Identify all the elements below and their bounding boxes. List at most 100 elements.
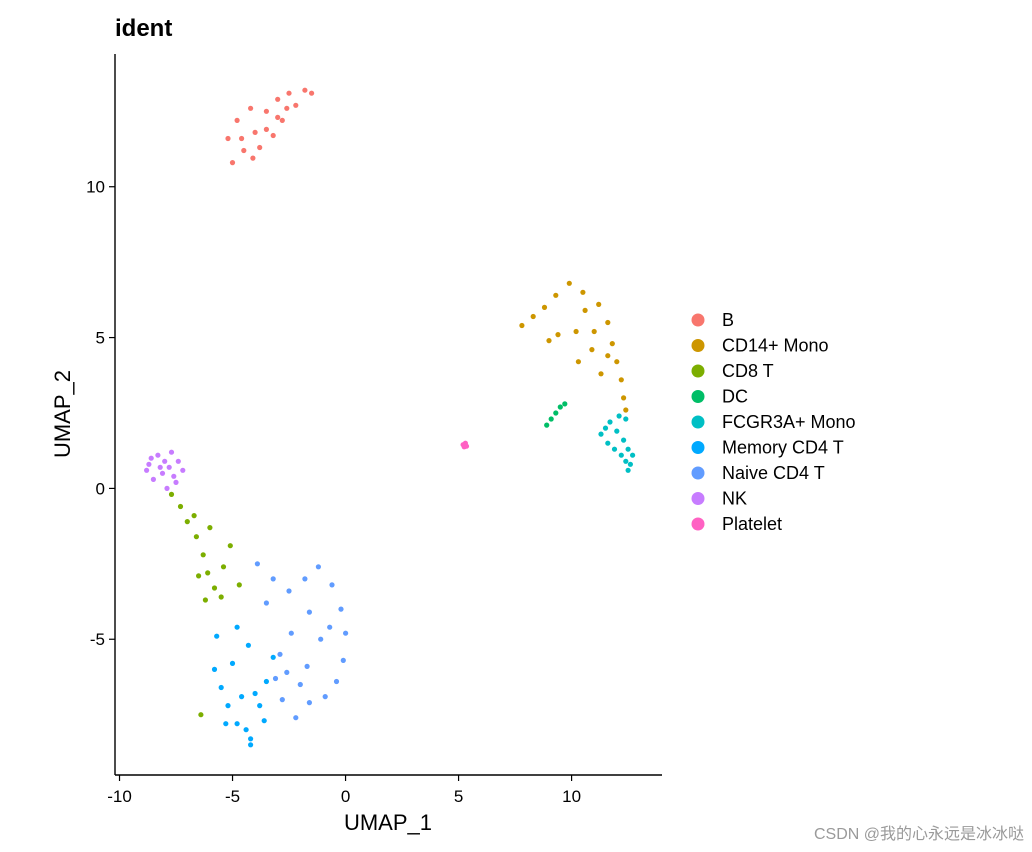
x-tick-label-4: 10 bbox=[562, 787, 581, 806]
point-nk-5 bbox=[175, 458, 181, 464]
point-nk-1 bbox=[148, 455, 154, 461]
point-cd14-mono-0 bbox=[519, 322, 525, 329]
point-b-1 bbox=[225, 135, 231, 142]
point-cd14-mono-13 bbox=[573, 328, 579, 335]
point-b-3 bbox=[252, 129, 258, 135]
point-memory-cd4-t-7 bbox=[245, 642, 251, 648]
point-memory-cd4-t-9 bbox=[214, 633, 220, 639]
legend-key-memory-cd4-t bbox=[691, 441, 705, 454]
point-nk-12 bbox=[157, 464, 163, 470]
x-tick-label-2: 0 bbox=[341, 787, 350, 806]
point-fcgr3a-mono-5 bbox=[625, 467, 631, 473]
point-naive-cd4-t-7 bbox=[343, 630, 349, 636]
point-b-10 bbox=[279, 117, 285, 123]
y-axis-title: UMAP_2 bbox=[50, 370, 75, 458]
y-tick-label-0: -5 bbox=[90, 630, 105, 649]
point-nk-13 bbox=[166, 464, 172, 470]
point-naive-cd4-t-6 bbox=[338, 606, 344, 612]
point-naive-cd4-t-11 bbox=[306, 700, 312, 706]
point-naive-cd4-t-20 bbox=[297, 681, 303, 688]
point-cd14-mono-14 bbox=[555, 332, 561, 338]
point-cd14-mono-7 bbox=[605, 319, 611, 326]
point-memory-cd4-t-8 bbox=[234, 624, 240, 630]
legend-key-dc bbox=[691, 390, 705, 403]
y-tick-label-1: 0 bbox=[96, 479, 105, 498]
point-cd8-t-14 bbox=[236, 582, 242, 588]
x-tick-label-0: -10 bbox=[107, 787, 132, 806]
point-naive-cd4-t-1 bbox=[270, 576, 276, 582]
point-b-8 bbox=[302, 87, 308, 93]
point-cd8-t-2 bbox=[184, 519, 190, 525]
point-cd8-t-6 bbox=[211, 585, 218, 591]
point-naive-cd4-t-19 bbox=[304, 663, 310, 670]
point-memory-cd4-t-4 bbox=[248, 736, 254, 742]
point-cd8-t-8 bbox=[191, 513, 197, 519]
point-cd8-t-7 bbox=[218, 594, 224, 600]
point-b-7 bbox=[286, 90, 292, 96]
point-nk-7 bbox=[171, 473, 177, 479]
legend-label-cd8-t: CD8 T bbox=[722, 361, 774, 381]
point-fcgr3a-mono-7 bbox=[621, 437, 627, 443]
point-naive-cd4-t-5 bbox=[329, 582, 335, 588]
point-nk-8 bbox=[159, 470, 166, 476]
watermark: CSDN @我的心永远是冰冰哒 bbox=[813, 826, 1024, 843]
point-cd8-t-10 bbox=[207, 525, 213, 531]
point-memory-cd4-t-0 bbox=[211, 666, 218, 673]
point-dc-0 bbox=[544, 422, 550, 428]
point-cd8-t-13 bbox=[202, 597, 208, 603]
point-cd8-t-5 bbox=[205, 570, 211, 576]
legend-key-cd8-t bbox=[691, 364, 705, 378]
point-b-17 bbox=[284, 105, 290, 111]
point-cd14-mono-21 bbox=[575, 359, 582, 365]
point-memory-cd4-t-10 bbox=[252, 690, 258, 697]
legend-label-dc: DC bbox=[722, 387, 748, 407]
legend-key-fcgr3a-mono bbox=[691, 415, 705, 429]
point-memory-cd4-t-15 bbox=[261, 718, 267, 724]
point-cd14-mono-19 bbox=[591, 328, 597, 335]
point-cd14-mono-9 bbox=[614, 359, 620, 365]
point-fcgr3a-mono-9 bbox=[607, 419, 613, 425]
point-b-19 bbox=[309, 90, 315, 96]
point-cd14-mono-2 bbox=[541, 304, 548, 310]
point-cd8-t-0 bbox=[168, 491, 175, 497]
y-axis-ticks: -5 0 5 10 bbox=[86, 178, 115, 649]
point-fcgr3a-mono-1 bbox=[605, 440, 611, 446]
point-cd14-mono-5 bbox=[580, 289, 586, 295]
point-memory-cd4-t-2 bbox=[225, 703, 231, 709]
point-b-2 bbox=[241, 147, 247, 154]
point-cd14-mono-16 bbox=[598, 371, 604, 377]
legend-key-b bbox=[691, 313, 705, 327]
point-cd14-mono-12 bbox=[623, 407, 629, 413]
point-nk-14 bbox=[173, 479, 179, 485]
point-nk-4 bbox=[168, 449, 175, 455]
point-naive-cd4-t-13 bbox=[279, 697, 285, 703]
point-fcgr3a-mono-0 bbox=[598, 431, 604, 437]
point-memory-cd4-t-3 bbox=[234, 721, 240, 727]
point-naive-cd4-t-15 bbox=[277, 651, 283, 657]
legend-label-b: B bbox=[722, 310, 734, 330]
legend-label-naive-cd4-t: Naive CD4 T bbox=[722, 463, 825, 483]
legend-label-cd14-mono: CD14+ Mono bbox=[722, 336, 829, 356]
point-cd8-t-1 bbox=[177, 503, 184, 510]
x-tick-label-1: -5 bbox=[225, 787, 240, 806]
point-fcgr3a-mono-14 bbox=[623, 416, 629, 422]
point-fcgr3a-mono-3 bbox=[618, 452, 624, 458]
point-cd14-mono-8 bbox=[609, 341, 615, 347]
point-b-18 bbox=[275, 114, 281, 120]
point-nk-2 bbox=[155, 452, 161, 458]
point-b-12 bbox=[257, 144, 263, 151]
point-memory-cd4-t-13 bbox=[223, 721, 229, 727]
point-naive-cd4-t-22 bbox=[263, 600, 269, 606]
point-b-9 bbox=[270, 132, 276, 139]
point-naive-cd4-t-21 bbox=[327, 624, 333, 630]
point-dc-2 bbox=[553, 410, 559, 416]
point-naive-cd4-t-9 bbox=[333, 678, 340, 685]
point-cd14-mono-6 bbox=[596, 301, 602, 307]
point-dc-4 bbox=[562, 401, 568, 407]
legend-label-fcgr3a-mono: FCGR3A+ Mono bbox=[722, 412, 856, 432]
legend-label-nk: NK bbox=[722, 489, 747, 509]
point-dc-1 bbox=[548, 416, 554, 422]
point-b-6 bbox=[275, 96, 281, 102]
point-fcgr3a-mono-6 bbox=[627, 461, 634, 467]
point-naive-cd4-t-23 bbox=[284, 669, 290, 676]
